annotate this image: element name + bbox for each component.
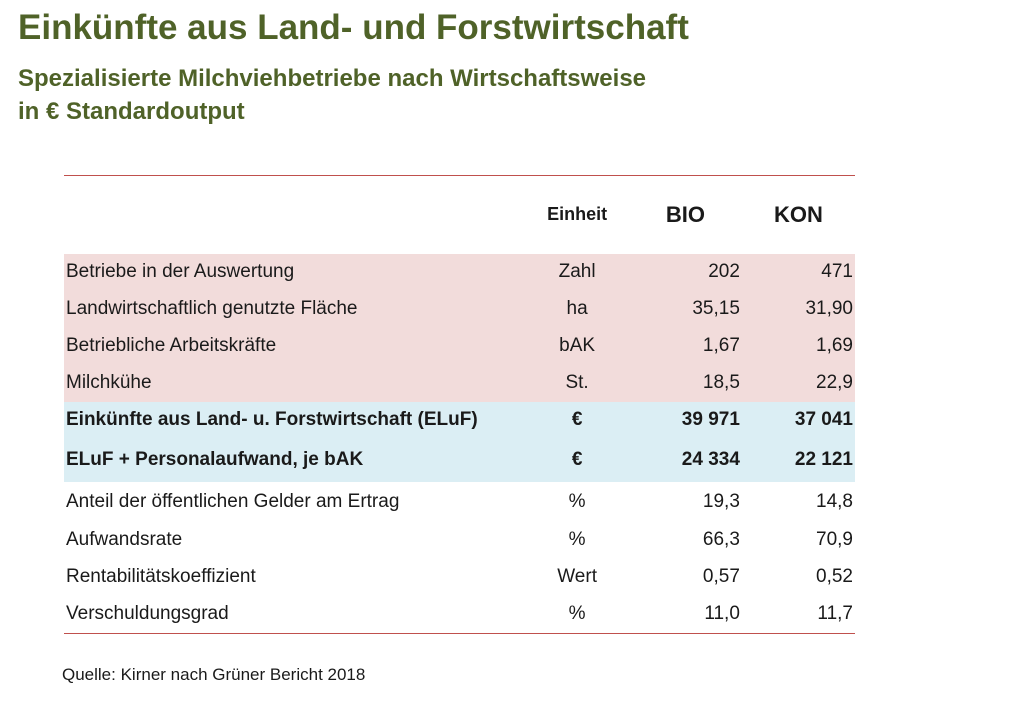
row-kon-value: 22,9: [741, 364, 855, 402]
header-label-blank: [64, 176, 525, 254]
subtitle-line-1: Spezialisierte Milchviehbetriebe nach Wi…: [18, 65, 647, 92]
table-row: Aufwandsrate % 66,3 70,9: [64, 522, 855, 559]
row-bio-value: 202: [628, 253, 742, 291]
table-header-row: Einheit BIO KON: [64, 176, 855, 254]
row-unit: €: [525, 438, 629, 482]
table-row: Anteil der öffentlichen Gelder am Ertrag…: [64, 482, 855, 522]
row-kon-value: 471: [741, 253, 855, 291]
row-bio-value: 39 971: [628, 401, 742, 439]
row-label: Aufwandsrate: [66, 529, 183, 550]
row-bio-value: 18,5: [628, 364, 742, 402]
table-body: Betriebe in der Auswertung Zahl 202 471 …: [64, 253, 855, 634]
row-unit: %: [568, 603, 586, 624]
row-label: Betriebe in der Auswertung: [64, 253, 526, 291]
row-label: Rentabilitätskoeffizient: [66, 566, 256, 587]
row-bio-value: 24 334: [628, 438, 742, 482]
row-kon-value: 0,52: [816, 566, 853, 587]
row-bio-value: 66,3: [702, 529, 740, 550]
source-note: Quelle: Kirner nach Grüner Bericht 2018: [62, 665, 366, 684]
row-label: ELuF + Personalaufwand, je bAK: [64, 438, 526, 482]
row-unit: Zahl: [525, 253, 629, 291]
row-label: Anteil der öffentlichen Gelder am Ertrag: [66, 490, 400, 512]
row-kon-value: 11,7: [817, 603, 853, 624]
table-row-highlight: Einkünfte aus Land- u. Forstwirtschaft (…: [64, 401, 855, 439]
row-bio-value: 0,57: [702, 566, 740, 587]
row-label: Landwirtschaftlich genutzte Fläche: [64, 290, 526, 328]
table-row: Betriebliche Arbeitskräfte bAK 1,67 1,69: [64, 327, 855, 365]
table-row: Verschuldungsgrad % 11,0 11,7: [64, 596, 855, 634]
header-bio: BIO: [665, 201, 705, 227]
row-bio-value: 1,67: [628, 327, 742, 365]
row-unit: Wert: [557, 566, 597, 587]
table-row: Landwirtschaftlich genutzte Fläche ha 35…: [64, 290, 855, 328]
row-kon-value: 37 041: [741, 401, 855, 439]
row-kon-value: 22 121: [741, 438, 855, 482]
table-row: Betriebe in der Auswertung Zahl 202 471: [64, 253, 855, 291]
page-subtitle: Spezialisierte Milchviehbetriebe nach Wi…: [18, 62, 646, 128]
row-unit: €: [525, 401, 629, 439]
row-label: Verschuldungsgrad: [66, 603, 229, 624]
row-kon-value: 1,69: [741, 327, 855, 365]
table-row: Milchkühe St. 18,5 22,9: [64, 364, 855, 402]
row-unit: %: [568, 490, 586, 512]
subtitle-line-2: in € Standardoutput: [18, 98, 245, 125]
header-kon: KON: [774, 201, 823, 227]
row-label: Einkünfte aus Land- u. Forstwirtschaft (…: [64, 401, 526, 439]
row-unit: ha: [525, 290, 629, 328]
page-title: Einkünfte aus Land- und Forstwirtschaft: [18, 8, 689, 47]
row-bio-value: 19,3: [702, 490, 740, 512]
row-kon-value: 70,9: [816, 529, 853, 550]
row-kon-value: 31,90: [741, 290, 855, 328]
row-unit: %: [568, 529, 586, 550]
row-bio-value: 35,15: [628, 290, 742, 328]
header-unit: Einheit: [547, 204, 608, 225]
row-unit: St.: [525, 364, 629, 402]
row-bio-value: 11,0: [704, 603, 740, 624]
table-row-highlight: ELuF + Personalaufwand, je bAK € 24 334 …: [64, 438, 855, 482]
row-kon-value: 14,8: [816, 490, 853, 512]
row-label: Betriebliche Arbeitskräfte: [64, 327, 526, 365]
row-unit: bAK: [525, 327, 629, 365]
table-row: Rentabilitätskoeffizient Wert 0,57 0,52: [64, 559, 855, 596]
data-table-container: Einheit BIO KON Betriebe in der Auswertu…: [64, 175, 855, 634]
data-table: Einheit BIO KON Betriebe in der Auswertu…: [64, 175, 855, 634]
row-label: Milchkühe: [64, 364, 526, 402]
table-header: Einheit BIO KON: [64, 175, 855, 254]
